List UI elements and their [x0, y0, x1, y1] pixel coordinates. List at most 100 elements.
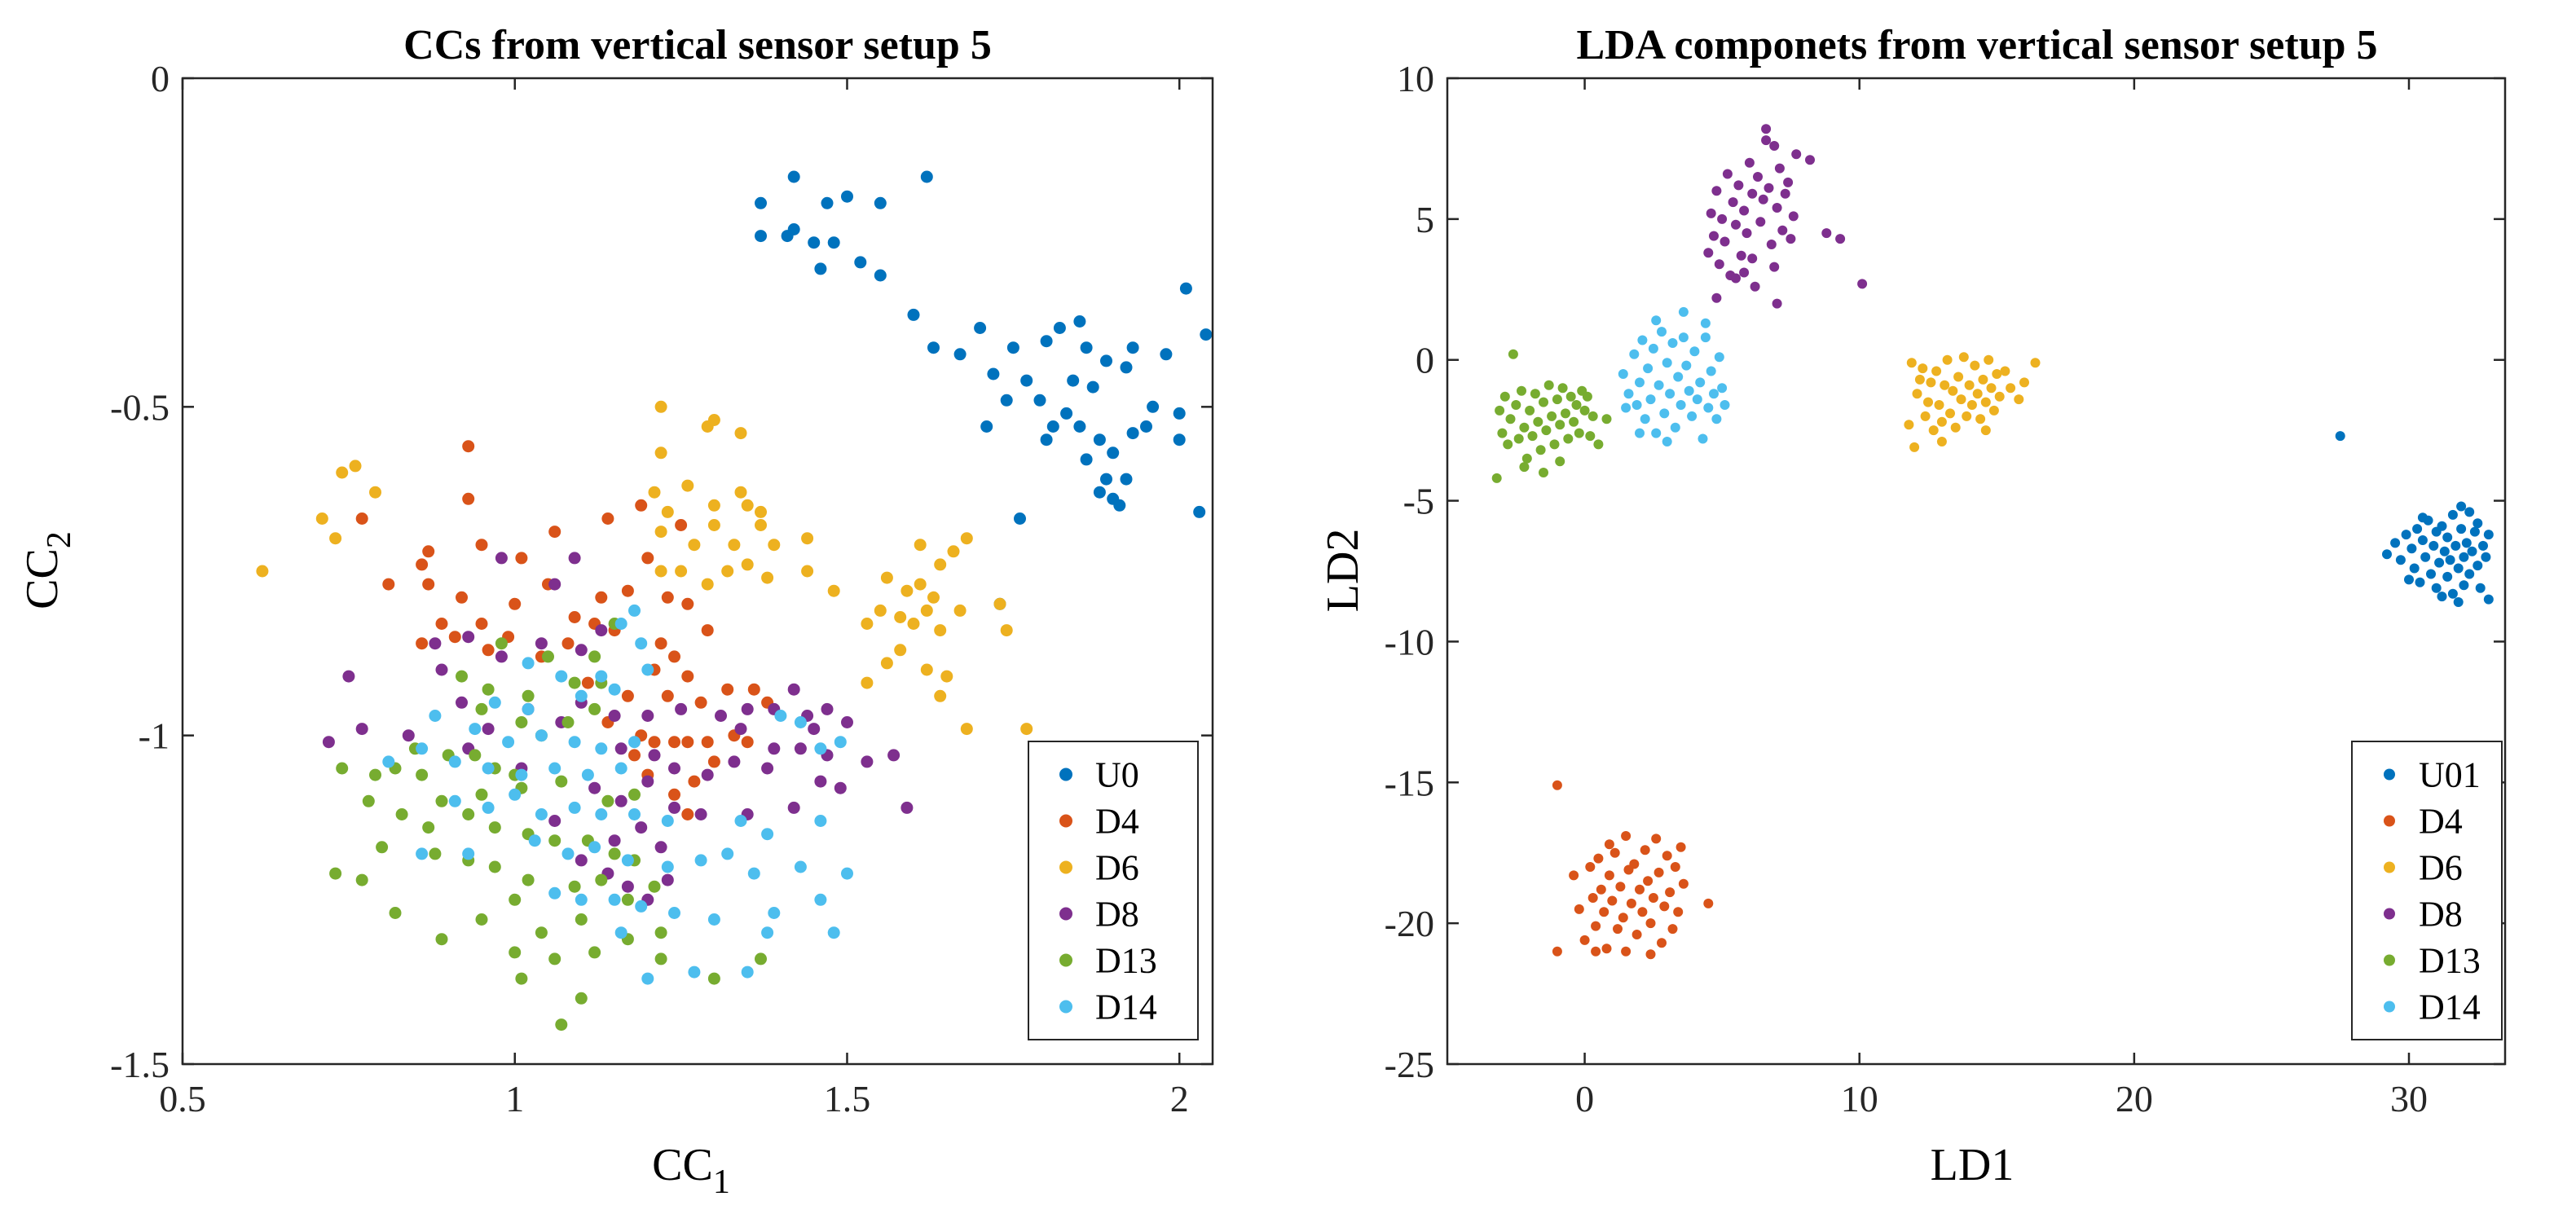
scatter-point-d13: [522, 873, 535, 886]
scatter-point-d13: [1579, 405, 1590, 416]
scatter-point-d14: [1637, 335, 1648, 345]
scatter-point-d13: [575, 992, 588, 1005]
scatter-point-d8: [1717, 213, 1728, 224]
scatter-point-d13: [1533, 416, 1543, 427]
scatter-point-d4: [601, 512, 614, 525]
scatter-point-d8: [787, 801, 800, 814]
scatter-point-d8: [1739, 205, 1750, 216]
scatter-point-d4: [648, 736, 661, 749]
scatter-point-d8: [1747, 253, 1758, 264]
legend-label-d4: D4: [1095, 802, 1139, 842]
scatter-point-d14: [641, 663, 654, 676]
scatter-point-d4: [621, 584, 634, 597]
legend-marker-d8: [1059, 907, 1072, 921]
scatter-point-d6: [755, 505, 767, 518]
scatter-point-d13: [1582, 391, 1592, 402]
scatter-point-d4: [668, 736, 680, 749]
scatter-point-d8: [1758, 194, 1768, 205]
scatter-point-d14: [621, 854, 634, 867]
scatter-point-u01: [2453, 597, 2464, 607]
scatter-point-u01: [2442, 532, 2453, 543]
scatter-point-u0: [1126, 341, 1139, 354]
scatter-point-d4: [548, 526, 561, 539]
scatter-point-d6: [1914, 374, 1925, 385]
scatter-point-u0: [1113, 499, 1126, 512]
legend-box: [1028, 741, 1199, 1040]
scatter-point-u0: [1147, 400, 1160, 413]
scatter-point-d14: [416, 847, 429, 860]
scatter-point-u0: [1000, 394, 1013, 407]
scatter-point-d4: [747, 683, 760, 696]
scatter-point-d6: [894, 644, 907, 657]
scatter-point-d6: [947, 545, 960, 558]
scatter-point-d14: [482, 801, 495, 814]
scatter-point-d8: [595, 624, 608, 637]
scatter-point-u0: [1046, 420, 1059, 433]
scatter-point-d14: [429, 710, 442, 722]
scatter-point-d6: [934, 624, 947, 637]
scatter-point-d14: [448, 794, 461, 807]
scatter-point-d8: [1791, 149, 1802, 160]
axis-ticks: 0 10 20 30 -25 -20 -15 -10 -5 0 5 10: [1385, 58, 2505, 1119]
scatter-point-d8: [741, 702, 754, 715]
scatter-point-d14: [761, 926, 774, 939]
scatter-point-d6: [675, 565, 688, 578]
scatter-point-d8: [1769, 262, 1780, 272]
legend: U01 D4 D6 D8 D13 D14: [2351, 741, 2503, 1040]
axes-box: [181, 77, 1214, 1066]
scatter-point-d4: [448, 631, 461, 644]
scatter-point-d14: [416, 742, 429, 755]
scatter-point-u01: [2420, 552, 2431, 562]
scatter-point-d8: [1766, 240, 1777, 249]
scatter-point-u01: [2481, 552, 2491, 562]
scatter-point-d14: [528, 834, 541, 847]
scatter-point-d14: [694, 854, 707, 867]
scatter-point-d4: [1626, 898, 1636, 908]
x-tick-label: 10: [1841, 1078, 1878, 1119]
scatter-point-d14: [628, 736, 641, 749]
scatter-point-d14: [535, 729, 548, 742]
scatter-point-d14: [535, 808, 548, 820]
scatter-point-d4: [681, 736, 694, 749]
scatter-point-d13: [1561, 408, 1570, 419]
scatter-point-d4: [1653, 867, 1664, 878]
scatter-point-d8: [402, 729, 415, 742]
scatter-point-d8: [675, 702, 688, 715]
scatter-point-d14: [1673, 372, 1684, 382]
scatter-point-d13: [1491, 473, 1502, 483]
scatter-point-d6: [688, 539, 701, 552]
y-tick-label: -25: [1385, 1044, 1434, 1085]
scatter-point-d4: [701, 736, 714, 749]
scatter-point-d4: [1678, 878, 1689, 889]
scatter-point-d4: [1651, 834, 1662, 844]
scatter-point-u0: [841, 190, 853, 203]
scatter-point-d14: [1631, 400, 1642, 410]
scatter-point-d4: [661, 591, 674, 604]
axes-box: [1446, 77, 2507, 1066]
plot-area: [1447, 78, 2505, 1064]
scatter-point-d4: [635, 499, 648, 512]
scatter-point-u0: [755, 230, 767, 243]
y-tick-label: 0: [1416, 340, 1434, 381]
scatter-point-d8: [734, 723, 747, 736]
scatter-point-d13: [1497, 428, 1508, 438]
scatter-point-d4: [1637, 907, 1648, 917]
scatter-point-d4: [721, 683, 734, 696]
scatter-point-d14: [734, 815, 747, 827]
scatter-point-u01: [2461, 538, 2472, 548]
scatter-point-d14: [595, 670, 608, 683]
scatter-point-d14: [1623, 389, 1634, 399]
scatter-point-d13: [1535, 445, 1546, 455]
legend-marker-d6: [1059, 860, 1072, 874]
scatter-point-d14: [548, 886, 561, 900]
scatter-point-d14: [774, 710, 787, 722]
scatter-point-d13: [1539, 397, 1548, 407]
legend-marker-d14: [2384, 1001, 2395, 1013]
scatter-point-d4: [1643, 876, 1653, 886]
scatter-point-d14: [522, 657, 535, 670]
scatter-point-d13: [1563, 433, 1574, 444]
scatter-point-d4: [701, 624, 714, 637]
scatter-point-d4: [422, 545, 435, 558]
scatter-point-d14: [761, 828, 774, 841]
